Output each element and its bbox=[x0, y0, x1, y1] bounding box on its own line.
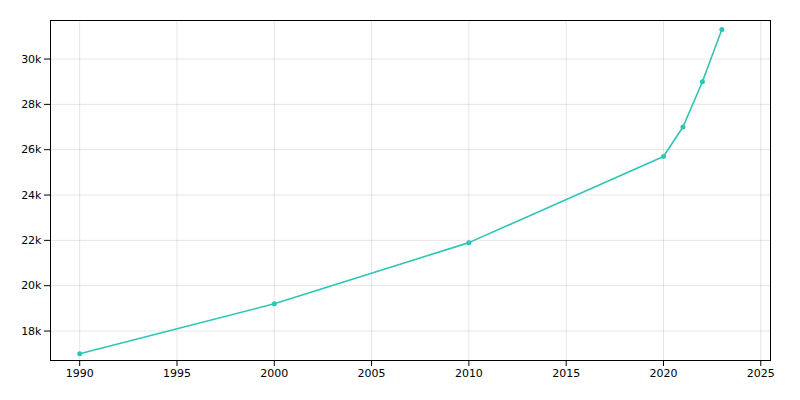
svg-text:22k: 22k bbox=[21, 234, 42, 247]
svg-text:18k: 18k bbox=[21, 325, 42, 338]
svg-text:28k: 28k bbox=[21, 98, 42, 111]
svg-text:24k: 24k bbox=[21, 189, 42, 202]
svg-text:2025: 2025 bbox=[747, 367, 775, 380]
svg-text:2000: 2000 bbox=[260, 367, 288, 380]
svg-text:1990: 1990 bbox=[66, 367, 94, 380]
svg-text:2005: 2005 bbox=[358, 367, 386, 380]
svg-text:1995: 1995 bbox=[163, 367, 191, 380]
svg-text:2010: 2010 bbox=[455, 367, 483, 380]
svg-text:26k: 26k bbox=[21, 143, 42, 156]
svg-text:30k: 30k bbox=[21, 53, 42, 66]
svg-text:2015: 2015 bbox=[552, 367, 580, 380]
svg-text:2020: 2020 bbox=[649, 367, 677, 380]
svg-text:20k: 20k bbox=[21, 279, 42, 292]
